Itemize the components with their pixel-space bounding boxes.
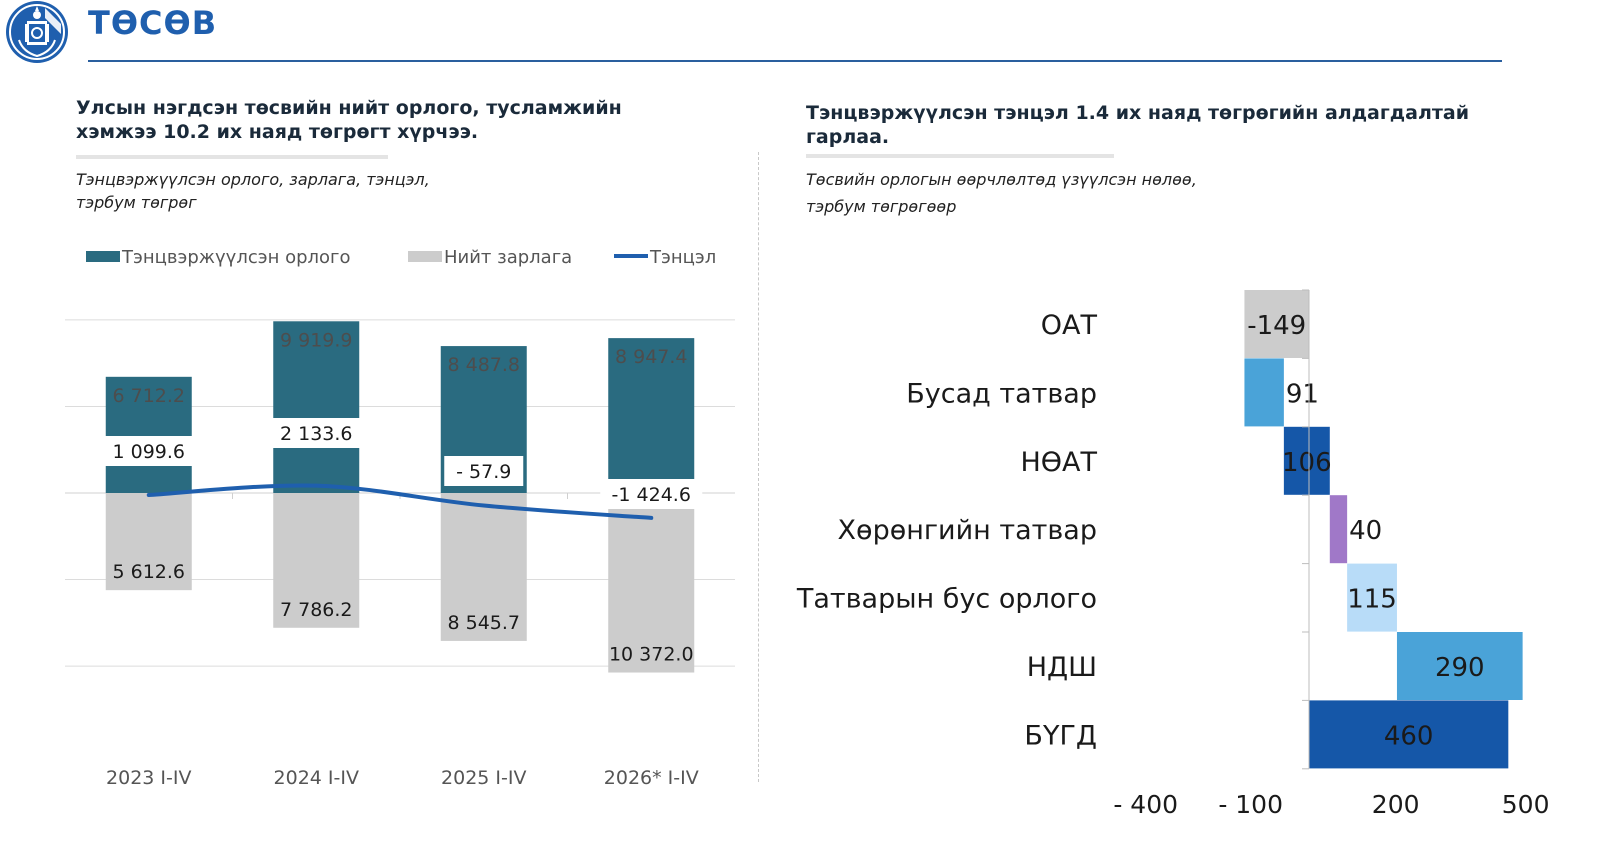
- income-bar: [105, 376, 192, 493]
- x-tick-label: 2026* I-IV: [604, 767, 699, 789]
- x-tick-label: 500: [1502, 790, 1550, 819]
- balance-data-label: -1 424.6: [612, 484, 691, 506]
- balance-label-box: [444, 456, 524, 486]
- balance-label-box: [600, 479, 703, 509]
- panel-divider: [758, 152, 759, 782]
- right-chart-title: Тэнцвэржүүлсэн тэнцэл 1.4 их наяд төгрөг…: [806, 102, 1470, 148]
- waterfall-bar: [1347, 563, 1397, 632]
- expenditure-bar: [273, 493, 360, 628]
- legend-label: Тэнцвэржүүлсэн орлого: [121, 247, 351, 268]
- waterfall-bar: [1396, 632, 1523, 700]
- soyombo-emblem-icon: [5, 0, 69, 64]
- category-label: Татварын бус орлого: [796, 584, 1097, 615]
- waterfall-data-label: 91: [1286, 379, 1319, 409]
- category-label: Бусад татвар: [906, 378, 1097, 409]
- legend-label: Тэнцэл: [649, 247, 716, 268]
- waterfall-data-label: -149: [1247, 311, 1306, 341]
- x-tick-label: - 400: [1113, 790, 1178, 819]
- waterfall-data-label: 115: [1347, 585, 1397, 615]
- waterfall-data-label: 460: [1384, 721, 1434, 751]
- x-tick-label: - 100: [1218, 790, 1283, 819]
- category-label: БҮГД: [1024, 720, 1097, 751]
- expenditure-data-label: 5 612.6: [112, 561, 185, 583]
- legend-swatch: [86, 251, 120, 262]
- income-data-label: 6 712.2: [112, 385, 185, 407]
- balance-label-box: [271, 418, 362, 448]
- waterfall-bar: [1329, 495, 1348, 564]
- x-tick-label: 2024 I-IV: [274, 767, 359, 789]
- balance-data-label: - 57.9: [456, 461, 511, 483]
- x-tick-label: 200: [1372, 790, 1420, 819]
- income-data-label: 8 487.8: [447, 354, 520, 376]
- header-divider: [88, 60, 1502, 62]
- balance-data-label: 2 133.6: [280, 423, 353, 445]
- expenditure-bar: [608, 493, 695, 673]
- balance-label-box: [103, 436, 194, 466]
- right-chart-subtitle-1: Төсвийн орлогын өөрчлөлтөд үзүүлсэн нөлө…: [806, 170, 1197, 189]
- expenditure-bar: [440, 493, 527, 641]
- page-title: ТӨСӨВ: [88, 4, 218, 42]
- balance-data-label: 1 099.6: [112, 441, 185, 463]
- expenditure-bar: [105, 493, 192, 591]
- expenditure-data-label: 8 545.7: [447, 612, 520, 634]
- legend-label: Нийт зарлага: [444, 247, 572, 268]
- waterfall-bar: [1309, 700, 1509, 769]
- waterfall-data-label: 40: [1349, 516, 1382, 546]
- balance-chart-svg: Тэнцвэржүүлсэн орлого Нийт зарлага Тэнцэл 6…: [65, 247, 735, 789]
- legend-swatch: [408, 251, 442, 262]
- expenditure-data-label: 7 786.2: [280, 599, 353, 621]
- left-chart-subtitle-1: Тэнцвэржүүлсэн орлого, зарлага, тэнцэл,: [76, 170, 430, 189]
- revenue-waterfall-chart: ОАТ -149 Бусад татвар 91 НӨАТ 106 Хөрөнгийн та…: [790, 272, 1590, 841]
- x-tick-label: 2025 I-IV: [441, 767, 526, 789]
- balance-bar-line-chart: Тэнцвэржүүлсэн орлого Нийт зарлага Тэнцэл 6…: [58, 236, 748, 806]
- expenditure-data-label: 10 372.0: [609, 644, 694, 666]
- waterfall-chart-svg: ОАТ -149 Бусад татвар 91 НӨАТ 106 Хөрөнгийн та…: [796, 289, 1550, 819]
- waterfall-data-label: 290: [1435, 653, 1485, 683]
- balance-line: [146, 483, 654, 520]
- income-data-label: 8 947.4: [615, 346, 688, 368]
- left-title-underline: [76, 155, 388, 159]
- income-bar: [273, 321, 360, 493]
- x-tick-label: 2023 I-IV: [106, 767, 191, 789]
- waterfall-data-label: 106: [1282, 448, 1332, 478]
- right-title-underline: [806, 154, 1114, 158]
- waterfall-bar: [1244, 290, 1309, 358]
- category-label: НДШ: [1027, 652, 1097, 683]
- waterfall-bar: [1244, 358, 1284, 427]
- income-bar: [608, 338, 695, 493]
- left-chart-subtitle-2: тэрбум төгрөг: [76, 193, 197, 212]
- category-label: ОАТ: [1041, 310, 1098, 341]
- right-chart-subtitle-2: тэрбум төгрөгөөр: [806, 197, 957, 216]
- category-label: Хөрөнгийн татвар: [838, 515, 1097, 546]
- income-data-label: 9 919.9: [280, 329, 353, 351]
- waterfall-bar: [1283, 426, 1330, 495]
- category-label: НӨАТ: [1020, 447, 1097, 478]
- left-chart-title: Улсын нэгдсэн төсвийн нийт орлого, тусла…: [76, 97, 622, 143]
